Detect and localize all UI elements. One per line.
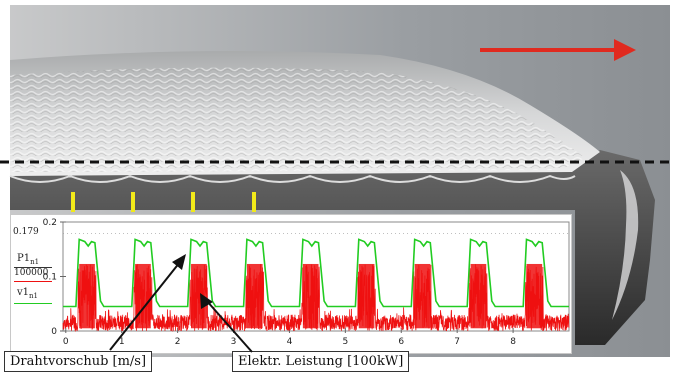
- seam-tick-mark: [252, 192, 256, 212]
- seam-tick-mark: [71, 192, 75, 212]
- y-tick-label: 0.2: [43, 218, 57, 228]
- power-pulse-block: [79, 263, 95, 329]
- y-marker-value: 0.179: [13, 227, 39, 237]
- x-tick-label: 5: [342, 337, 348, 347]
- x-tick-label: 2: [175, 337, 181, 347]
- x-tick-label: 6: [398, 337, 404, 347]
- y-label-power: P1n1: [17, 253, 40, 266]
- callout-power: Elektr. Leistung [100kW]: [232, 351, 410, 372]
- power-pulse-block: [246, 263, 263, 329]
- power-pulse-block: [470, 263, 487, 329]
- y-tick-label: 0: [51, 327, 57, 337]
- callout-wire-feed: Drahtvorschub [m/s]: [4, 351, 153, 372]
- power-pulse-block: [358, 263, 375, 329]
- x-tick-label: 4: [287, 337, 293, 347]
- x-tick-label: 8: [510, 337, 516, 347]
- direction-arrow: [480, 39, 636, 61]
- x-tick-label: 3: [231, 337, 237, 347]
- power-pulse-block: [526, 263, 543, 329]
- y-label-wire-feed: v1n1: [17, 287, 38, 300]
- x-tick-label: 7: [454, 337, 460, 347]
- power-pulse-block: [135, 263, 151, 329]
- y-label-divider-line: [14, 267, 52, 268]
- y-tick-label: 0.1: [43, 273, 57, 283]
- legend-power-swatch: [14, 281, 52, 282]
- power-pulse-block: [414, 263, 431, 329]
- seam-tick-mark: [131, 192, 135, 212]
- seam-tick-mark: [191, 192, 195, 212]
- y-label-divisor: 100000: [14, 268, 49, 278]
- chart-plot: 0.2 0.1 00 1 2 3 4 5 6 7 8: [43, 218, 570, 347]
- inset-chart: 0.179 P1n1 100000 v1n1 0.2 0.1 0 0 1 2 3 4 5 6 7 8: [10, 214, 572, 354]
- seam-edge: [9, 174, 576, 183]
- series-wire-feed-line: [63, 238, 569, 308]
- power-pulse-block: [302, 263, 319, 329]
- x-tick-label: 1: [119, 337, 125, 347]
- legend-wire-feed-swatch: [14, 303, 52, 304]
- power-pulse-block: [191, 263, 207, 329]
- x-tick-label: 0: [63, 337, 69, 347]
